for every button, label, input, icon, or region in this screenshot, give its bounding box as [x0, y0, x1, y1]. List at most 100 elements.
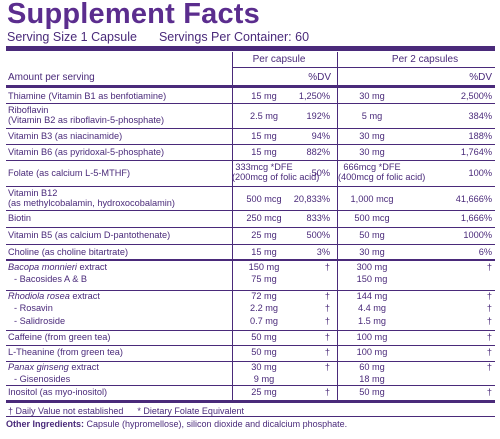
amount-per-capsule-constituent: 2.2 mg: [249, 303, 279, 313]
amount-per-capsule-constituent: 75 mg: [251, 274, 277, 284]
footnote-rule: [6, 416, 495, 417]
row-divider: [6, 385, 495, 386]
herb-constituent: - Salidroside: [14, 316, 66, 326]
dv-per-capsule: 1,250%: [298, 91, 330, 101]
dv-per-capsule: †: [324, 362, 330, 372]
nutrient-name: Folate (as calcium L-5-MTHF): [8, 168, 131, 178]
herb-name: Panax ginseng extract: [8, 362, 99, 372]
amount-per-capsule: 2.5 mg: [249, 111, 279, 121]
dv-per-2-capsules: 1,666%: [460, 213, 492, 223]
amount-per-capsule-constituent: 0.7 mg: [249, 316, 279, 326]
amount-per-capsule: 500 mcg: [246, 194, 282, 204]
row-divider: [6, 290, 495, 291]
amount-per-2-capsules: 30 mg: [359, 247, 385, 257]
amount-per-2-capsules-constituent: 18 mg: [359, 374, 385, 384]
amount-per-2-capsules: 30 mg: [359, 91, 385, 101]
amount-per-2-capsules: 100 mg: [356, 347, 388, 357]
amount-per-capsule: 50 mg: [251, 347, 277, 357]
amount-per-capsule: 25 mg: [251, 387, 277, 397]
amount-per-2-capsules: 666mcg *DFE: [343, 162, 401, 172]
amount-per-2-capsules: 1,000 mcg: [350, 194, 394, 204]
amount-per-capsule: 25 mg: [251, 230, 277, 240]
nutrient-name: Riboflavin: [8, 105, 49, 115]
dv-per-capsule: 3%: [316, 247, 330, 257]
dv-per-capsule: 833%: [306, 213, 331, 223]
amount-per-capsule: 333mcg *DFE: [235, 162, 293, 172]
dv-per-2-capsules: 188%: [468, 131, 493, 141]
dv-per-capsule-constituent: †: [324, 303, 330, 313]
amount-per-capsule: 30 mg: [251, 362, 277, 372]
amount-per-2-capsules: 500 mcg: [354, 213, 390, 223]
row-divider: [6, 210, 495, 211]
herb-name-suffix: extract: [69, 291, 100, 301]
row-divider: [6, 160, 495, 161]
herb-constituent: - Bacosides A & B: [14, 274, 88, 284]
dv-per-2-capsules: †: [486, 262, 492, 272]
dv-per-2-capsules: †: [486, 347, 492, 357]
dv-per-capsule: †: [324, 387, 330, 397]
header-subrule: [232, 67, 495, 68]
dv-per-capsule: 192%: [306, 111, 331, 121]
nutrient-name: Thiamine (Vitamin B1 as benfotiamine): [8, 91, 167, 101]
ingredient-name: L-Theanine (from green tea): [8, 347, 123, 357]
amount-per-2-capsules: 144 mg: [356, 291, 388, 301]
amount-per-capsule: 50 mg: [251, 332, 277, 342]
nutrient-name: Vitamin B6 (as pyridoxal-5-phosphate): [8, 147, 165, 157]
amount-per-capsule: 15 mg: [251, 247, 277, 257]
footnotes: † Daily Value not established * Dietary F…: [8, 406, 244, 416]
dv-per-2-capsules: 41,666%: [455, 194, 492, 204]
dv-per-capsule: 50%: [311, 168, 330, 178]
dv-per-capsule: †: [324, 262, 330, 272]
amount-per-2-capsules: 60 mg: [359, 362, 385, 372]
dv-per-2-capsules-constituent: †: [486, 303, 492, 313]
amount-per-capsule: 150 mg: [248, 262, 280, 272]
dv-per-capsule: 882%: [306, 147, 331, 157]
serving-size: Serving Size 1 Capsule: [7, 30, 137, 44]
other-ingredients-text: Capsule (hypromellose), silicon dioxide …: [84, 419, 348, 429]
dv-per-capsule: †: [324, 332, 330, 342]
amount-per-2-capsules: 30 mg: [359, 131, 385, 141]
row-divider: [6, 227, 495, 228]
dv-per-2-capsules: †: [486, 387, 492, 397]
row-divider: [6, 144, 495, 145]
amount-per-2-capsules-detail: (400mcg of folic acid): [338, 172, 426, 182]
nutrient-name: Choline (as choline bitartrate): [8, 247, 129, 257]
dv-per-2-capsules: 1,764%: [460, 147, 492, 157]
dv-header-1: %DV: [308, 72, 331, 83]
dv-header-2: %DV: [469, 72, 492, 83]
amount-per-2-capsules-constituent: 150 mg: [356, 274, 388, 284]
nutrient-name-detail: (as methylcobalamin, hydroxocobalamin): [8, 198, 175, 208]
per-capsule-header: Per capsule: [252, 54, 306, 65]
amount-per-capsule-constituent: 9 mg: [253, 374, 275, 384]
dv-per-capsule: †: [324, 291, 330, 301]
amount-per-capsule-detail: (200mcg of folic acid): [232, 172, 320, 182]
row-divider: [6, 103, 495, 104]
dv-per-2-capsules-constituent: †: [486, 316, 492, 326]
amount-per-2-capsules: 50 mg: [359, 230, 385, 240]
footnote-dv: † Daily Value not established: [8, 406, 124, 416]
dv-per-2-capsules: 6%: [478, 247, 492, 257]
other-ingredients: Other Ingredients: Capsule (hypromellose…: [6, 419, 347, 429]
other-ingredients-label: Other Ingredients:: [6, 419, 85, 429]
dv-per-2-capsules: 2,500%: [460, 91, 492, 101]
amount-per-2-capsules: 50 mg: [359, 387, 385, 397]
herb-name: Rhodiola rosea extract: [8, 291, 100, 301]
column-divider-1: [232, 52, 233, 400]
amount-per-serving: Amount per serving: [8, 72, 95, 83]
header-thick-rule: [6, 85, 495, 88]
row-divider: [6, 259, 495, 261]
herb-latin-name: Panax ginseng: [8, 362, 69, 372]
dv-per-2-capsules: 1000%: [463, 230, 492, 240]
panel-title: Supplement Facts: [7, 0, 260, 30]
nutrient-name: Biotin: [8, 213, 31, 223]
amount-per-2-capsules: 30 mg: [359, 147, 385, 157]
amount-per-2-capsules: 100 mg: [356, 332, 388, 342]
dv-per-2-capsules: 384%: [468, 111, 493, 121]
row-divider: [6, 361, 495, 362]
herb-constituent: - Rosavin: [14, 303, 53, 313]
amount-per-capsule: 250 mcg: [246, 213, 282, 223]
row-divider: [6, 345, 495, 346]
amount-per-2-capsules-constituent: 4.4 mg: [357, 303, 387, 313]
amount-per-capsule: 15 mg: [251, 131, 277, 141]
herb-constituent: - Gisenosides: [14, 374, 71, 384]
